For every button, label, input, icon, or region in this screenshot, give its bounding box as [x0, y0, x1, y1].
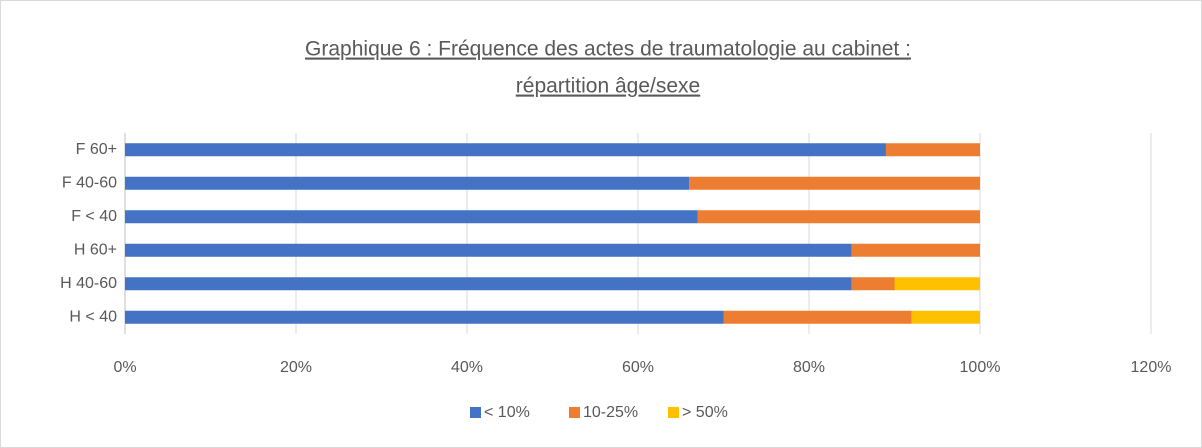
legend-swatch	[668, 407, 679, 418]
x-tick-label: 120%	[1131, 359, 1172, 376]
bar-segment	[894, 277, 980, 291]
x-tick-label: 0%	[113, 359, 136, 376]
bar-segment	[911, 310, 980, 324]
legend-label: 10-25%	[583, 404, 638, 421]
x-tick-label: 60%	[622, 359, 654, 376]
legend-label: < 10%	[484, 404, 530, 421]
y-tick-label: F 60+	[76, 141, 117, 158]
y-tick-label: H 60+	[74, 241, 117, 258]
bar-segment	[689, 176, 980, 190]
bar-segment	[851, 243, 980, 257]
bar-segment	[125, 210, 698, 224]
bar-segment	[125, 243, 852, 257]
bar-segment	[885, 143, 980, 157]
bar-segment	[125, 310, 724, 324]
bar-segment	[723, 310, 912, 324]
bar-segment	[697, 210, 980, 224]
x-tick-label: 40%	[451, 359, 483, 376]
legend-label: > 50%	[682, 404, 728, 421]
chart-title: Graphique 6 : Fréquence des actes de tra…	[305, 38, 911, 61]
y-tick-label: F < 40	[71, 208, 117, 225]
bar-segment	[125, 277, 852, 291]
bar-segment	[851, 277, 895, 291]
y-tick-label: H < 40	[69, 308, 117, 325]
legend-swatch	[569, 407, 580, 418]
legend-swatch	[470, 407, 481, 418]
x-tick-label: 80%	[793, 359, 825, 376]
y-tick-label: F 40-60	[62, 174, 117, 191]
x-tick-label: 20%	[280, 359, 312, 376]
bar-segment	[125, 176, 690, 190]
x-tick-label: 100%	[960, 359, 1001, 376]
y-tick-label: H 40-60	[60, 275, 117, 292]
chart-title: répartition âge/sexe	[516, 75, 700, 98]
bar-segment	[125, 143, 886, 157]
